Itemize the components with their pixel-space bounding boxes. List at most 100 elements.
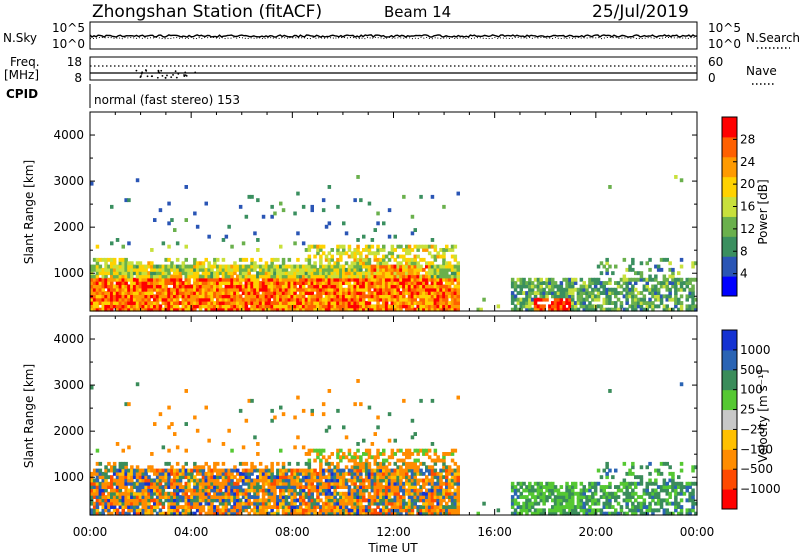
power-cell	[135, 304, 140, 309]
power-cell	[393, 284, 397, 289]
velocity-cell	[668, 478, 672, 483]
power-cell	[279, 304, 283, 309]
velocity-cell	[419, 488, 423, 493]
power-cell	[530, 301, 535, 305]
power-cell	[95, 284, 100, 289]
power-cell	[193, 267, 197, 272]
power-cell	[356, 261, 360, 266]
power-cell	[599, 291, 604, 295]
power-cell	[390, 294, 395, 299]
velocity-cell	[631, 461, 635, 466]
power-cell	[671, 281, 675, 285]
velocity-cell	[175, 505, 180, 509]
power-cell	[413, 307, 417, 312]
power-cell	[685, 284, 689, 289]
power-cell	[571, 287, 575, 292]
power-cell	[161, 271, 166, 276]
velocity-cell	[167, 405, 171, 410]
velocity-cell	[430, 485, 435, 489]
nave-point	[184, 71, 187, 74]
power-cell	[436, 281, 440, 285]
power-cell	[662, 277, 667, 282]
power-cell	[178, 274, 183, 279]
power-cell	[273, 284, 277, 289]
velocity-cell	[247, 505, 251, 509]
velocity-cell	[367, 491, 372, 496]
power-cell	[184, 274, 188, 279]
velocity-cell	[118, 461, 123, 466]
power-cell	[384, 281, 389, 285]
velocity-cell	[327, 425, 332, 430]
power-cell	[153, 267, 157, 272]
power-cell	[405, 251, 409, 256]
velocity-cell	[614, 508, 618, 513]
power-cell	[204, 297, 208, 302]
velocity-cell	[559, 491, 564, 496]
power-cell	[433, 294, 438, 299]
velocity-cell	[430, 442, 435, 446]
velocity-cell	[513, 511, 518, 516]
power-cell	[419, 284, 423, 289]
velocity-cell	[104, 508, 108, 513]
power-cell	[654, 297, 658, 302]
power-cell	[525, 307, 529, 312]
power-cell	[390, 271, 395, 276]
power-cell	[585, 304, 589, 309]
velocity-cell	[364, 498, 369, 503]
power-cell	[367, 274, 372, 279]
power-cell	[261, 284, 266, 289]
power-cell	[170, 291, 174, 295]
power-cell	[230, 274, 234, 279]
power-cell	[330, 267, 334, 272]
velocity-cell	[665, 461, 669, 466]
velocity-cell	[668, 511, 672, 516]
power-cell	[293, 294, 297, 299]
power-cell	[236, 304, 240, 309]
power-cell	[439, 271, 443, 276]
velocity-cell	[450, 475, 455, 480]
velocity-cell	[356, 491, 360, 496]
velocity-cell	[636, 508, 641, 513]
velocity-cell	[170, 508, 174, 513]
power-cell	[556, 301, 561, 305]
velocity-cell	[112, 501, 117, 506]
velocity-cell	[198, 505, 203, 509]
velocity-cell	[230, 498, 234, 503]
power-cell	[218, 291, 223, 295]
power-cell	[124, 257, 128, 262]
power-cell	[405, 301, 409, 305]
velocity-cell	[256, 488, 260, 493]
power-cell	[342, 281, 346, 285]
velocity-cell	[173, 508, 177, 513]
velocity-cell	[616, 488, 621, 493]
velocity-cell	[445, 508, 449, 513]
velocity-cell	[402, 488, 406, 493]
power-cell	[279, 294, 283, 299]
power-cell	[181, 281, 186, 285]
power-cell	[447, 261, 452, 266]
power-cell	[551, 291, 555, 295]
velocity-cell	[138, 485, 143, 489]
velocity-cell	[596, 481, 601, 486]
velocity-cell	[98, 511, 103, 516]
velocity-cell	[158, 508, 163, 513]
velocity-cell	[207, 501, 211, 506]
velocity-cell	[287, 478, 292, 483]
velocity-cell	[304, 475, 309, 480]
velocity-cell	[121, 511, 125, 516]
velocity-cell	[585, 508, 589, 513]
power-cell	[436, 291, 440, 295]
power-cell	[447, 304, 452, 309]
power-cell	[279, 277, 283, 282]
power-cell	[545, 294, 549, 299]
velocity-cell	[175, 508, 180, 513]
velocity-cell	[453, 511, 458, 516]
power-cell	[256, 248, 260, 252]
power-cell	[407, 248, 412, 252]
velocity-cell	[399, 478, 403, 483]
velocity-cell	[367, 485, 372, 489]
velocity-cell	[101, 505, 105, 509]
velocity-cell	[551, 508, 555, 513]
velocity-cell	[164, 475, 168, 480]
power-cell	[307, 244, 312, 249]
